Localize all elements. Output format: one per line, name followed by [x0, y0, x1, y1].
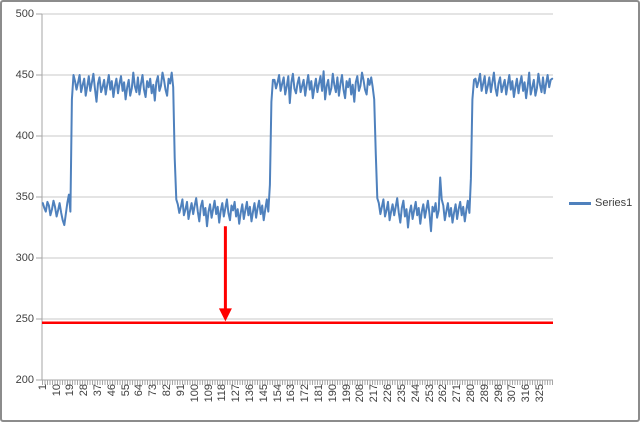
x-axis-tick-label: 109	[202, 384, 215, 403]
x-axis-tick-label: 37	[92, 384, 104, 397]
y-axis-tick-label: 350	[15, 191, 34, 203]
x-axis-tick-label: 253	[423, 384, 436, 403]
x-axis-tick-label: 262	[437, 384, 450, 403]
x-axis-tick-label: 208	[354, 384, 367, 403]
legend[interactable]: Series1	[569, 197, 632, 209]
x-axis-tick-label: 307	[506, 384, 519, 403]
x-axis-tick-label: 190	[326, 384, 339, 403]
x-axis-tick-label: 172	[299, 384, 312, 403]
x-axis-tick-label: 19	[64, 384, 77, 397]
x-axis-tick-label: 55	[119, 384, 132, 397]
x-axis-tick-label: 217	[368, 384, 381, 403]
x-axis-tick-label: 46	[105, 384, 118, 397]
y-axis-tick-label: 450	[15, 69, 34, 81]
x-axis-tick-label: 271	[451, 384, 464, 403]
x-axis-tick-label: 73	[147, 384, 160, 397]
y-axis-tick-label: 400	[15, 130, 34, 142]
x-axis-tick-label: 298	[492, 384, 505, 403]
legend-line-marker-icon	[569, 201, 591, 205]
x-axis-tick-label: 154	[271, 384, 284, 403]
x-axis-tick-label: 163	[285, 384, 298, 403]
series1-line	[41, 70, 554, 233]
x-axis-tick-label: 127	[230, 384, 243, 403]
y-axis-tick-label: 200	[15, 374, 34, 386]
x-axis-tick-label: 10	[50, 384, 63, 397]
x-axis-tick-label: 118	[216, 384, 229, 402]
y-axis-tick-label: 500	[15, 8, 34, 20]
x-axis-tick-label: 244	[409, 384, 422, 403]
x-axis-tick-label: 145	[257, 384, 270, 403]
red-arrow-head	[218, 308, 232, 322]
y-axis-tick-label: 300	[15, 252, 34, 264]
x-axis-tick-label: 235	[395, 384, 408, 403]
x-axis-tick-label: 325	[534, 384, 546, 403]
y-axis-tick-label: 250	[15, 313, 34, 325]
x-axis-tick-label: 64	[133, 384, 146, 397]
x-axis-tick-label: 199	[340, 384, 353, 403]
x-axis-tick-label: 181	[313, 384, 325, 403]
x-axis-tick-label: 82	[161, 384, 174, 397]
x-axis-tick-label: 1	[36, 384, 49, 391]
x-axis-tick-label: 316	[520, 384, 533, 403]
x-axis-tick-label: 280	[464, 384, 477, 403]
x-axis-tick-label: 91	[174, 384, 187, 397]
legend-series-label: Series1	[595, 197, 633, 209]
x-axis-tick-label: 226	[382, 384, 394, 403]
x-axis-tick-label: 289	[478, 384, 491, 403]
x-axis-tick-label: 100	[188, 384, 201, 403]
x-axis-tick-label: 28	[78, 384, 91, 397]
x-axis-tick-label: 136	[243, 384, 256, 403]
